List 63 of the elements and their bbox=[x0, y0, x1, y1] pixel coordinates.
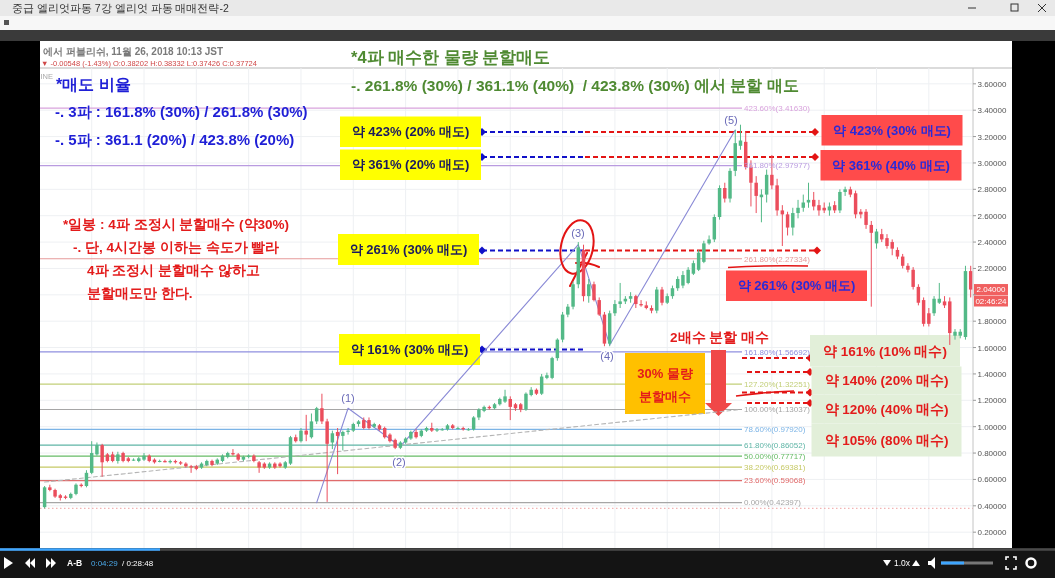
annotation: 약 261% (30% 매도) bbox=[737, 278, 856, 294]
y-tick-label: 3.40000 bbox=[977, 106, 1007, 116]
ref-line-label: 61.80%(0.86052) bbox=[744, 440, 806, 450]
annotation: 약 105% (80% 매수) bbox=[824, 432, 949, 448]
y-tick-label: 2.80000 bbox=[977, 185, 1007, 195]
ref-line-label: 38.20%(0.69381) bbox=[744, 462, 806, 472]
y-tick-label: 3.60000 bbox=[977, 79, 1007, 89]
ref-line-label: 423.60%(3.41630) bbox=[744, 103, 811, 113]
y-tick-label: 2.60000 bbox=[977, 211, 1007, 221]
annotation: 약 140% (20% 매수) bbox=[824, 373, 949, 389]
ref-line-label: 127.20%(1.32251) bbox=[744, 379, 811, 389]
annotation: 분할매수 bbox=[639, 388, 691, 404]
annotation: *매도 비율 bbox=[56, 76, 131, 93]
annotation: 분할매도만 한다. bbox=[87, 285, 193, 301]
annotation: 약 161% (10% 매수) bbox=[823, 343, 947, 359]
annotation: (5) bbox=[724, 114, 738, 126]
y-tick-label: 1.40000 bbox=[977, 369, 1007, 379]
annotation: 0:04:29 bbox=[91, 559, 118, 568]
annotation: -. 5파 : 361.1 (20%) / 423.8% (20%) bbox=[55, 131, 295, 148]
y-tick-label: 0.80000 bbox=[977, 449, 1007, 459]
y-tick-label: 3.00000 bbox=[977, 158, 1007, 168]
annotation: -. 3파 : 161.8% (30%) / 261.8% (30%) bbox=[55, 103, 308, 120]
annotation: 약 361% (20% 매도) bbox=[351, 157, 470, 173]
annotation: *일봉 : 4파 조정시 분할매수 (약30%) bbox=[63, 217, 290, 232]
annotation: 30% 물량 bbox=[637, 365, 693, 381]
annotation: 약 261% (30% 매도) bbox=[349, 242, 468, 258]
annotation: 중급 엘리엇파동 7강 엘리엇 파동 매매전략-2 bbox=[12, 2, 229, 14]
annotation: (4) bbox=[600, 349, 614, 362]
ref-line-label: 50.00%(0.77717) bbox=[744, 451, 806, 461]
annotation: -. 단, 4시간봉 이하는 속도가 빨라 bbox=[73, 240, 280, 255]
y-tick-label: 1.20000 bbox=[977, 396, 1007, 406]
y-tick-label: 0.60000 bbox=[977, 475, 1007, 485]
y-tick-label: 2.20000 bbox=[977, 264, 1007, 274]
annotation: (2) bbox=[392, 456, 406, 469]
ref-line-label: 261.80%(2.27334) bbox=[744, 254, 811, 264]
text: -. 261.8% (30%) / 361.1% (40%) / 423.8% (30%) 에서 분할 매도 bbox=[351, 76, 799, 94]
annotation: 약 120% (40% 매수) bbox=[824, 401, 949, 417]
chart-title: *4파 매수한 물량 분할매도 bbox=[351, 48, 551, 66]
annotation: 2.04000 bbox=[976, 285, 1006, 295]
y-tick-label: 0.20000 bbox=[977, 528, 1007, 538]
annotation: (3) bbox=[571, 226, 585, 239]
annotation: / 0:28:48 bbox=[122, 559, 154, 568]
y-tick-label: 3.20000 bbox=[977, 132, 1007, 142]
y-tick-label: 1.60000 bbox=[977, 343, 1007, 353]
y-tick-label: 0.40000 bbox=[977, 501, 1007, 511]
annotation: (1) bbox=[341, 392, 355, 405]
annotation: 약 361% (40% 매도) bbox=[832, 157, 950, 173]
annotation: 약 161% (30% 매도) bbox=[350, 342, 469, 358]
annotation: 약 423% (30% 매도) bbox=[833, 122, 951, 138]
ref-line-label: 0.00%(0.42397) bbox=[744, 498, 802, 508]
y-tick-label: 1.80000 bbox=[977, 317, 1007, 327]
annotation: 4파 조정시 분할매수 않하고 bbox=[87, 262, 260, 278]
annotation: 02:46:24 bbox=[975, 296, 1007, 306]
y-tick-label: 1.00000 bbox=[977, 422, 1007, 432]
annotation: 에서 퍼블리쉬, 11월 26, 2018 10:13 JST bbox=[43, 45, 224, 57]
y-tick-label: 2.40000 bbox=[977, 238, 1007, 248]
ref-line-label: 100.00%(1.13037) bbox=[744, 405, 811, 415]
annotation: A-B bbox=[67, 558, 83, 568]
annotation: 2배수 분할 매수 bbox=[670, 330, 769, 345]
annotation: 1.0x bbox=[894, 558, 911, 568]
ref-line-label: 78.60%(0.97920) bbox=[744, 425, 806, 435]
ref-line-label: 23.60%(0.59068) bbox=[744, 476, 806, 486]
annotation: 약 423% (20% 매도) bbox=[351, 124, 470, 140]
